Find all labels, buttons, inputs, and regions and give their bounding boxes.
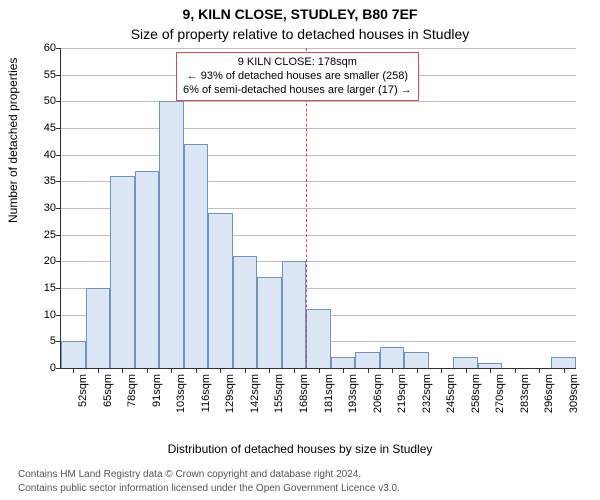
x-tick-mark	[539, 368, 540, 373]
y-tick-mark	[56, 155, 61, 156]
x-tick-mark	[171, 368, 172, 373]
x-tick-mark	[515, 368, 516, 373]
x-tick-label: 168sqm	[298, 374, 310, 413]
x-tick-mark	[147, 368, 148, 373]
gridline	[61, 128, 576, 129]
y-tick-label: 45	[16, 122, 56, 134]
histogram-bar	[331, 357, 356, 368]
x-tick-label: 78sqm	[126, 374, 138, 407]
x-tick-label: 296sqm	[543, 374, 555, 413]
y-tick-label: 55	[16, 69, 56, 81]
x-tick-label: 206sqm	[372, 374, 384, 413]
histogram-bar	[306, 309, 331, 368]
x-tick-label: 258sqm	[470, 374, 482, 413]
x-tick-label: 65sqm	[102, 374, 114, 407]
x-tick-mark	[368, 368, 369, 373]
histogram-bar	[61, 341, 86, 368]
x-tick-label: 129sqm	[224, 374, 236, 413]
y-tick-mark	[56, 181, 61, 182]
y-tick-mark	[56, 101, 61, 102]
gridline	[61, 101, 576, 102]
x-tick-label: 270sqm	[494, 374, 506, 413]
x-tick-label: 116sqm	[200, 374, 212, 412]
histogram-bar	[453, 357, 478, 368]
x-tick-mark	[220, 368, 221, 373]
histogram-bar	[404, 352, 429, 368]
histogram-bar	[355, 352, 380, 368]
histogram-bar	[184, 144, 209, 368]
x-tick-label: 232sqm	[421, 374, 433, 413]
x-tick-mark	[466, 368, 467, 373]
y-tick-label: 35	[16, 175, 56, 187]
y-tick-label: 5	[16, 335, 56, 347]
y-tick-label: 60	[16, 42, 56, 54]
y-axis-label: Number of detached properties	[6, 58, 20, 223]
histogram-bar	[110, 176, 135, 368]
histogram-bar	[551, 357, 576, 368]
y-tick-mark	[56, 368, 61, 369]
x-tick-label: 245sqm	[445, 374, 457, 413]
x-tick-label: 309sqm	[568, 374, 580, 413]
x-tick-label: 103sqm	[175, 374, 187, 413]
x-tick-mark	[122, 368, 123, 373]
y-tick-label: 0	[16, 362, 56, 374]
y-tick-mark	[56, 235, 61, 236]
footer-line-1: Contains HM Land Registry data © Crown c…	[18, 469, 361, 480]
y-tick-mark	[56, 75, 61, 76]
x-tick-mark	[245, 368, 246, 373]
y-tick-mark	[56, 208, 61, 209]
x-tick-mark	[319, 368, 320, 373]
x-tick-mark	[98, 368, 99, 373]
x-tick-mark	[417, 368, 418, 373]
histogram-bar	[135, 171, 160, 368]
y-tick-mark	[56, 48, 61, 49]
x-tick-label: 142sqm	[249, 374, 261, 413]
y-tick-label: 50	[16, 95, 56, 107]
histogram-bar	[159, 101, 184, 368]
chart-title-line2: Size of property relative to detached ho…	[0, 26, 600, 42]
y-tick-mark	[56, 315, 61, 316]
chart-plot-area: 05101520253035404550556052sqm65sqm78sqm9…	[60, 48, 576, 369]
callout-line: 9 KILN CLOSE: 178sqm	[183, 56, 412, 70]
x-tick-label: 219sqm	[396, 374, 408, 413]
y-tick-label: 20	[16, 255, 56, 267]
chart-title-line1: 9, KILN CLOSE, STUDLEY, B80 7EF	[0, 6, 600, 22]
y-tick-mark	[56, 128, 61, 129]
x-axis-label: Distribution of detached houses by size …	[0, 442, 600, 456]
y-tick-label: 25	[16, 229, 56, 241]
histogram-bar	[282, 261, 307, 368]
x-tick-mark	[196, 368, 197, 373]
x-tick-label: 155sqm	[273, 374, 285, 413]
gridline	[61, 48, 576, 49]
x-tick-mark	[294, 368, 295, 373]
histogram-bar	[208, 213, 233, 368]
x-tick-mark	[343, 368, 344, 373]
y-tick-label: 40	[16, 149, 56, 161]
gridline	[61, 155, 576, 156]
histogram-bar	[233, 256, 258, 368]
x-tick-label: 52sqm	[77, 374, 89, 407]
x-tick-mark	[441, 368, 442, 373]
x-tick-mark	[392, 368, 393, 373]
x-tick-label: 283sqm	[519, 374, 531, 413]
histogram-bar	[86, 288, 111, 368]
x-tick-mark	[73, 368, 74, 373]
x-tick-label: 193sqm	[347, 374, 359, 413]
callout-line: ← 93% of detached houses are smaller (25…	[183, 70, 412, 84]
y-tick-mark	[56, 288, 61, 289]
x-tick-label: 91sqm	[151, 374, 163, 407]
x-tick-mark	[269, 368, 270, 373]
histogram-bar	[380, 347, 405, 368]
callout-box: 9 KILN CLOSE: 178sqm← 93% of detached ho…	[176, 52, 419, 101]
x-tick-label: 181sqm	[323, 374, 335, 413]
y-tick-label: 15	[16, 282, 56, 294]
y-tick-label: 10	[16, 309, 56, 321]
histogram-bar	[257, 277, 282, 368]
x-tick-mark	[490, 368, 491, 373]
y-tick-mark	[56, 261, 61, 262]
callout-line: 6% of semi-detached houses are larger (1…	[183, 84, 412, 98]
x-tick-mark	[564, 368, 565, 373]
y-tick-label: 30	[16, 202, 56, 214]
footer-line-2: Contains public sector information licen…	[18, 483, 400, 494]
